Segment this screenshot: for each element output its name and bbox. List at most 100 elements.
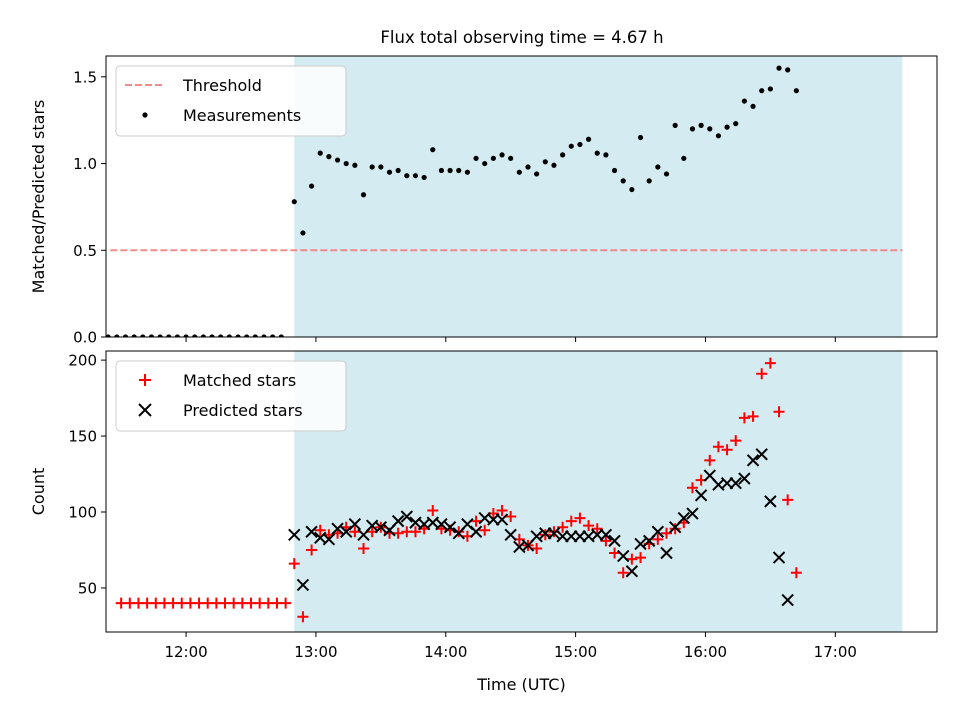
data-point [603, 152, 609, 158]
data-point-predicted [435, 517, 448, 531]
data-point-predicted [495, 513, 509, 526]
data-point-matched [591, 523, 603, 535]
data-point [560, 152, 566, 158]
data-point-predicted [651, 525, 665, 538]
y-axis-label: Matched/Predicted stars [29, 100, 48, 294]
data-point [733, 121, 739, 127]
data-point-predicted [764, 495, 777, 508]
y-tick-label: 1.0 [73, 155, 97, 173]
data-point-predicted [288, 528, 301, 541]
data-point [261, 334, 267, 337]
data-point [270, 334, 276, 337]
data-point-predicted [547, 527, 561, 540]
shaded-interval [294, 351, 903, 632]
series-measurements [106, 65, 799, 337]
data-point-predicted [772, 551, 786, 564]
data-point [724, 124, 730, 130]
y-tick-label: 1.5 [73, 68, 97, 86]
data-point-predicted [755, 448, 768, 461]
data-point-predicted [677, 511, 691, 525]
data-point [508, 155, 514, 161]
data-point [577, 141, 583, 148]
data-point-predicted [331, 522, 344, 535]
data-point [672, 122, 678, 128]
data-point-predicted [296, 578, 310, 592]
data-point-predicted [400, 510, 414, 523]
data-point-predicted [305, 525, 318, 538]
y-tick-label: 50 [78, 579, 97, 597]
data-point-predicted [469, 525, 483, 538]
data-point [114, 334, 120, 337]
data-point-predicted [530, 530, 543, 543]
data-point-matched [660, 527, 672, 539]
data-point [343, 160, 349, 167]
upper-panel-ratio: 0.0 0.5 1.0 1.5 Matched/Predicted stars Thres… [29, 55, 938, 347]
data-point [386, 169, 393, 175]
legend-label: Predicted stars [183, 401, 303, 420]
data-point-matched [297, 611, 309, 623]
data-point-predicted [660, 546, 673, 560]
data-point [655, 164, 661, 170]
data-point-matched [617, 567, 629, 579]
data-point-matched [764, 357, 776, 369]
data-point [750, 103, 756, 109]
data-point-predicted [322, 533, 336, 546]
data-point-matched [747, 410, 759, 422]
data-point [404, 173, 410, 179]
data-point-predicted [374, 520, 388, 534]
data-point [360, 192, 367, 198]
data-point [759, 88, 765, 94]
data-point-matched [349, 526, 361, 538]
data-point [192, 334, 198, 337]
data-point-matched [358, 542, 370, 554]
x-axis-label: Time (UTC) [476, 675, 565, 694]
data-point [785, 67, 791, 73]
data-point [620, 178, 626, 184]
legend-label: Threshold [182, 76, 262, 95]
data-point [741, 98, 747, 104]
data-point [157, 334, 163, 337]
data-point [122, 334, 129, 337]
legend-swatch-dot [142, 112, 148, 118]
data-point [482, 160, 488, 167]
data-point [637, 134, 644, 141]
series-predicted-stars [288, 448, 794, 607]
data-point [430, 147, 436, 153]
data-point-matched [712, 441, 724, 453]
data-point-matched [496, 504, 508, 516]
data-point-matched [427, 504, 439, 516]
y-tick-label: 200 [68, 352, 97, 370]
y-tick-label: 0.5 [73, 242, 97, 260]
data-point-matched [505, 511, 517, 523]
data-point [707, 126, 713, 132]
data-point [585, 136, 592, 142]
axes-frame [105, 55, 938, 338]
y-tick-label: 0.0 [73, 329, 97, 347]
data-point-matched [704, 454, 716, 466]
data-point [244, 334, 250, 337]
data-point-predicted [625, 565, 639, 578]
data-point [352, 162, 358, 168]
x-tick-label: 16:00 [684, 643, 727, 661]
data-point-matched [738, 412, 750, 424]
data-point-predicted [608, 534, 621, 548]
chart-title: Flux total observing time = 4.67 h [380, 28, 663, 47]
data-point-matched [557, 521, 569, 533]
data-point [689, 126, 696, 132]
data-point-predicted [348, 517, 362, 531]
data-point [300, 230, 306, 236]
data-point [334, 157, 341, 163]
data-point-matched [730, 435, 742, 447]
data-point-predicted [746, 454, 760, 467]
data-point-matched [306, 544, 318, 556]
data-point [681, 155, 687, 161]
data-point [525, 164, 531, 170]
legend-swatch-x [138, 403, 152, 417]
y-tick-label: 150 [68, 428, 97, 446]
data-point [438, 167, 445, 174]
plot-area [106, 65, 903, 337]
data-point [499, 152, 505, 158]
data-point-matched [652, 533, 664, 545]
data-point [174, 334, 181, 337]
legend-swatch-plus [139, 374, 151, 386]
